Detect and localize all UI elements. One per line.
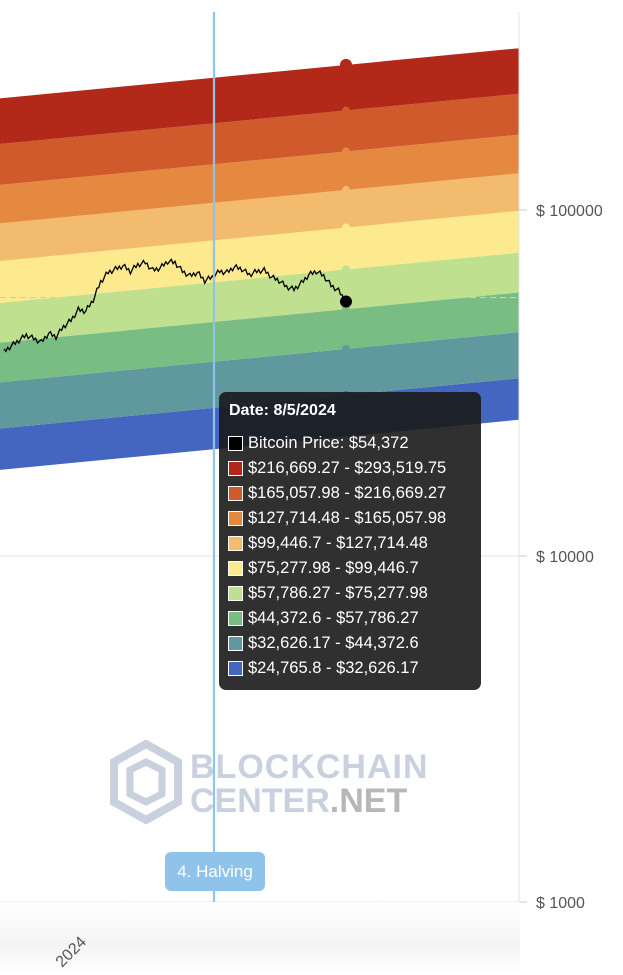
tooltip-band-row: $127,714.48 - $165,057.98	[228, 507, 446, 529]
watermark-logo: BLOCKCHAIN CENTER.NET	[108, 739, 429, 825]
legend-swatch	[228, 610, 243, 626]
legend-swatch	[228, 585, 243, 601]
y-tick-label: $ 100000	[536, 203, 603, 220]
tooltip-row-text: $127,714.48 - $165,057.98	[248, 508, 447, 527]
y-tick-label: $ 10000	[536, 549, 594, 566]
band-5	[0, 173, 519, 262]
band-2	[0, 292, 519, 383]
tooltip-band-row: $24,765.8 - $32,626.17	[228, 657, 419, 679]
tooltip-band-row: $32,626.17 - $44,372.6	[228, 632, 419, 654]
y-tick-label: $ 1000	[536, 895, 585, 912]
current-price-point[interactable]	[340, 295, 352, 308]
tooltip-row-text: $32,626.17 - $44,372.6	[248, 633, 419, 652]
legend-swatch	[228, 635, 243, 651]
band-1	[0, 332, 519, 429]
watermark-net: .NET	[329, 782, 408, 820]
tooltip-row-text: $75,277.98 - $99,446.7	[248, 558, 419, 577]
band-dot-7	[342, 106, 350, 115]
halving-label[interactable]: 4. Halving	[165, 852, 265, 891]
tooltip-band-row: $44,372.6 - $57,786.27	[228, 607, 419, 629]
legend-swatch	[228, 485, 243, 501]
x-axis-area	[0, 902, 520, 975]
legend-swatch	[228, 435, 243, 451]
band-dot-8	[340, 58, 352, 71]
tooltip-row-text: $24,765.8 - $32,626.17	[248, 658, 419, 677]
tooltip-row-text: $44,372.6 - $57,786.27	[248, 608, 419, 627]
legend-swatch	[228, 460, 243, 476]
blockchain-cube-icon	[110, 739, 182, 825]
watermark-center: CENTER	[190, 782, 330, 820]
tooltip-band-row: $57,786.27 - $75,277.98	[228, 582, 428, 604]
band-4	[0, 210, 519, 303]
tooltip-row-text: $99,446.7 - $127,714.48	[248, 533, 428, 552]
band-3	[0, 252, 519, 343]
tooltip-row-text: $57,786.27 - $75,277.98	[248, 583, 428, 602]
watermark-line1: BLOCKCHAIN	[190, 748, 429, 786]
legend-swatch	[228, 535, 243, 551]
tooltip-row-text: $216,669.27 - $293,519.75	[248, 458, 447, 477]
band-dot-1	[342, 344, 350, 353]
tooltip-band-row: $165,057.98 - $216,669.27	[228, 482, 446, 504]
legend-swatch	[228, 560, 243, 576]
tooltip-row-text: $165,057.98 - $216,669.27	[248, 483, 447, 502]
band-dot-5	[342, 185, 350, 194]
tooltip-date: Date: 8/5/2024	[229, 402, 336, 419]
tooltip-price-row: Bitcoin Price: $54,372	[228, 432, 409, 454]
tooltip: Date: 8/5/2024 Bitcoin Price: $54,372 $21…	[219, 392, 481, 690]
legend-swatch	[228, 510, 243, 526]
band-dot-3	[342, 265, 350, 274]
tooltip-band-row: $216,669.27 - $293,519.75	[228, 457, 446, 479]
legend-swatch	[228, 660, 243, 676]
watermark-line2: CENTER.NET	[190, 782, 407, 821]
band-6	[0, 134, 519, 224]
price-line	[3, 258, 347, 353]
band-dot-6	[342, 147, 350, 156]
y-axis-ticks: $ 100000 $ 10000 $ 1000	[519, 203, 603, 912]
band-7	[0, 93, 519, 185]
band-8	[0, 48, 519, 144]
band-dot-4	[342, 223, 350, 232]
tooltip-row-text: Bitcoin Price: $54,372	[248, 433, 409, 452]
tooltip-band-row: $75,277.98 - $99,446.7	[228, 557, 419, 579]
tooltip-band-row: $99,446.7 - $127,714.48	[228, 532, 428, 554]
